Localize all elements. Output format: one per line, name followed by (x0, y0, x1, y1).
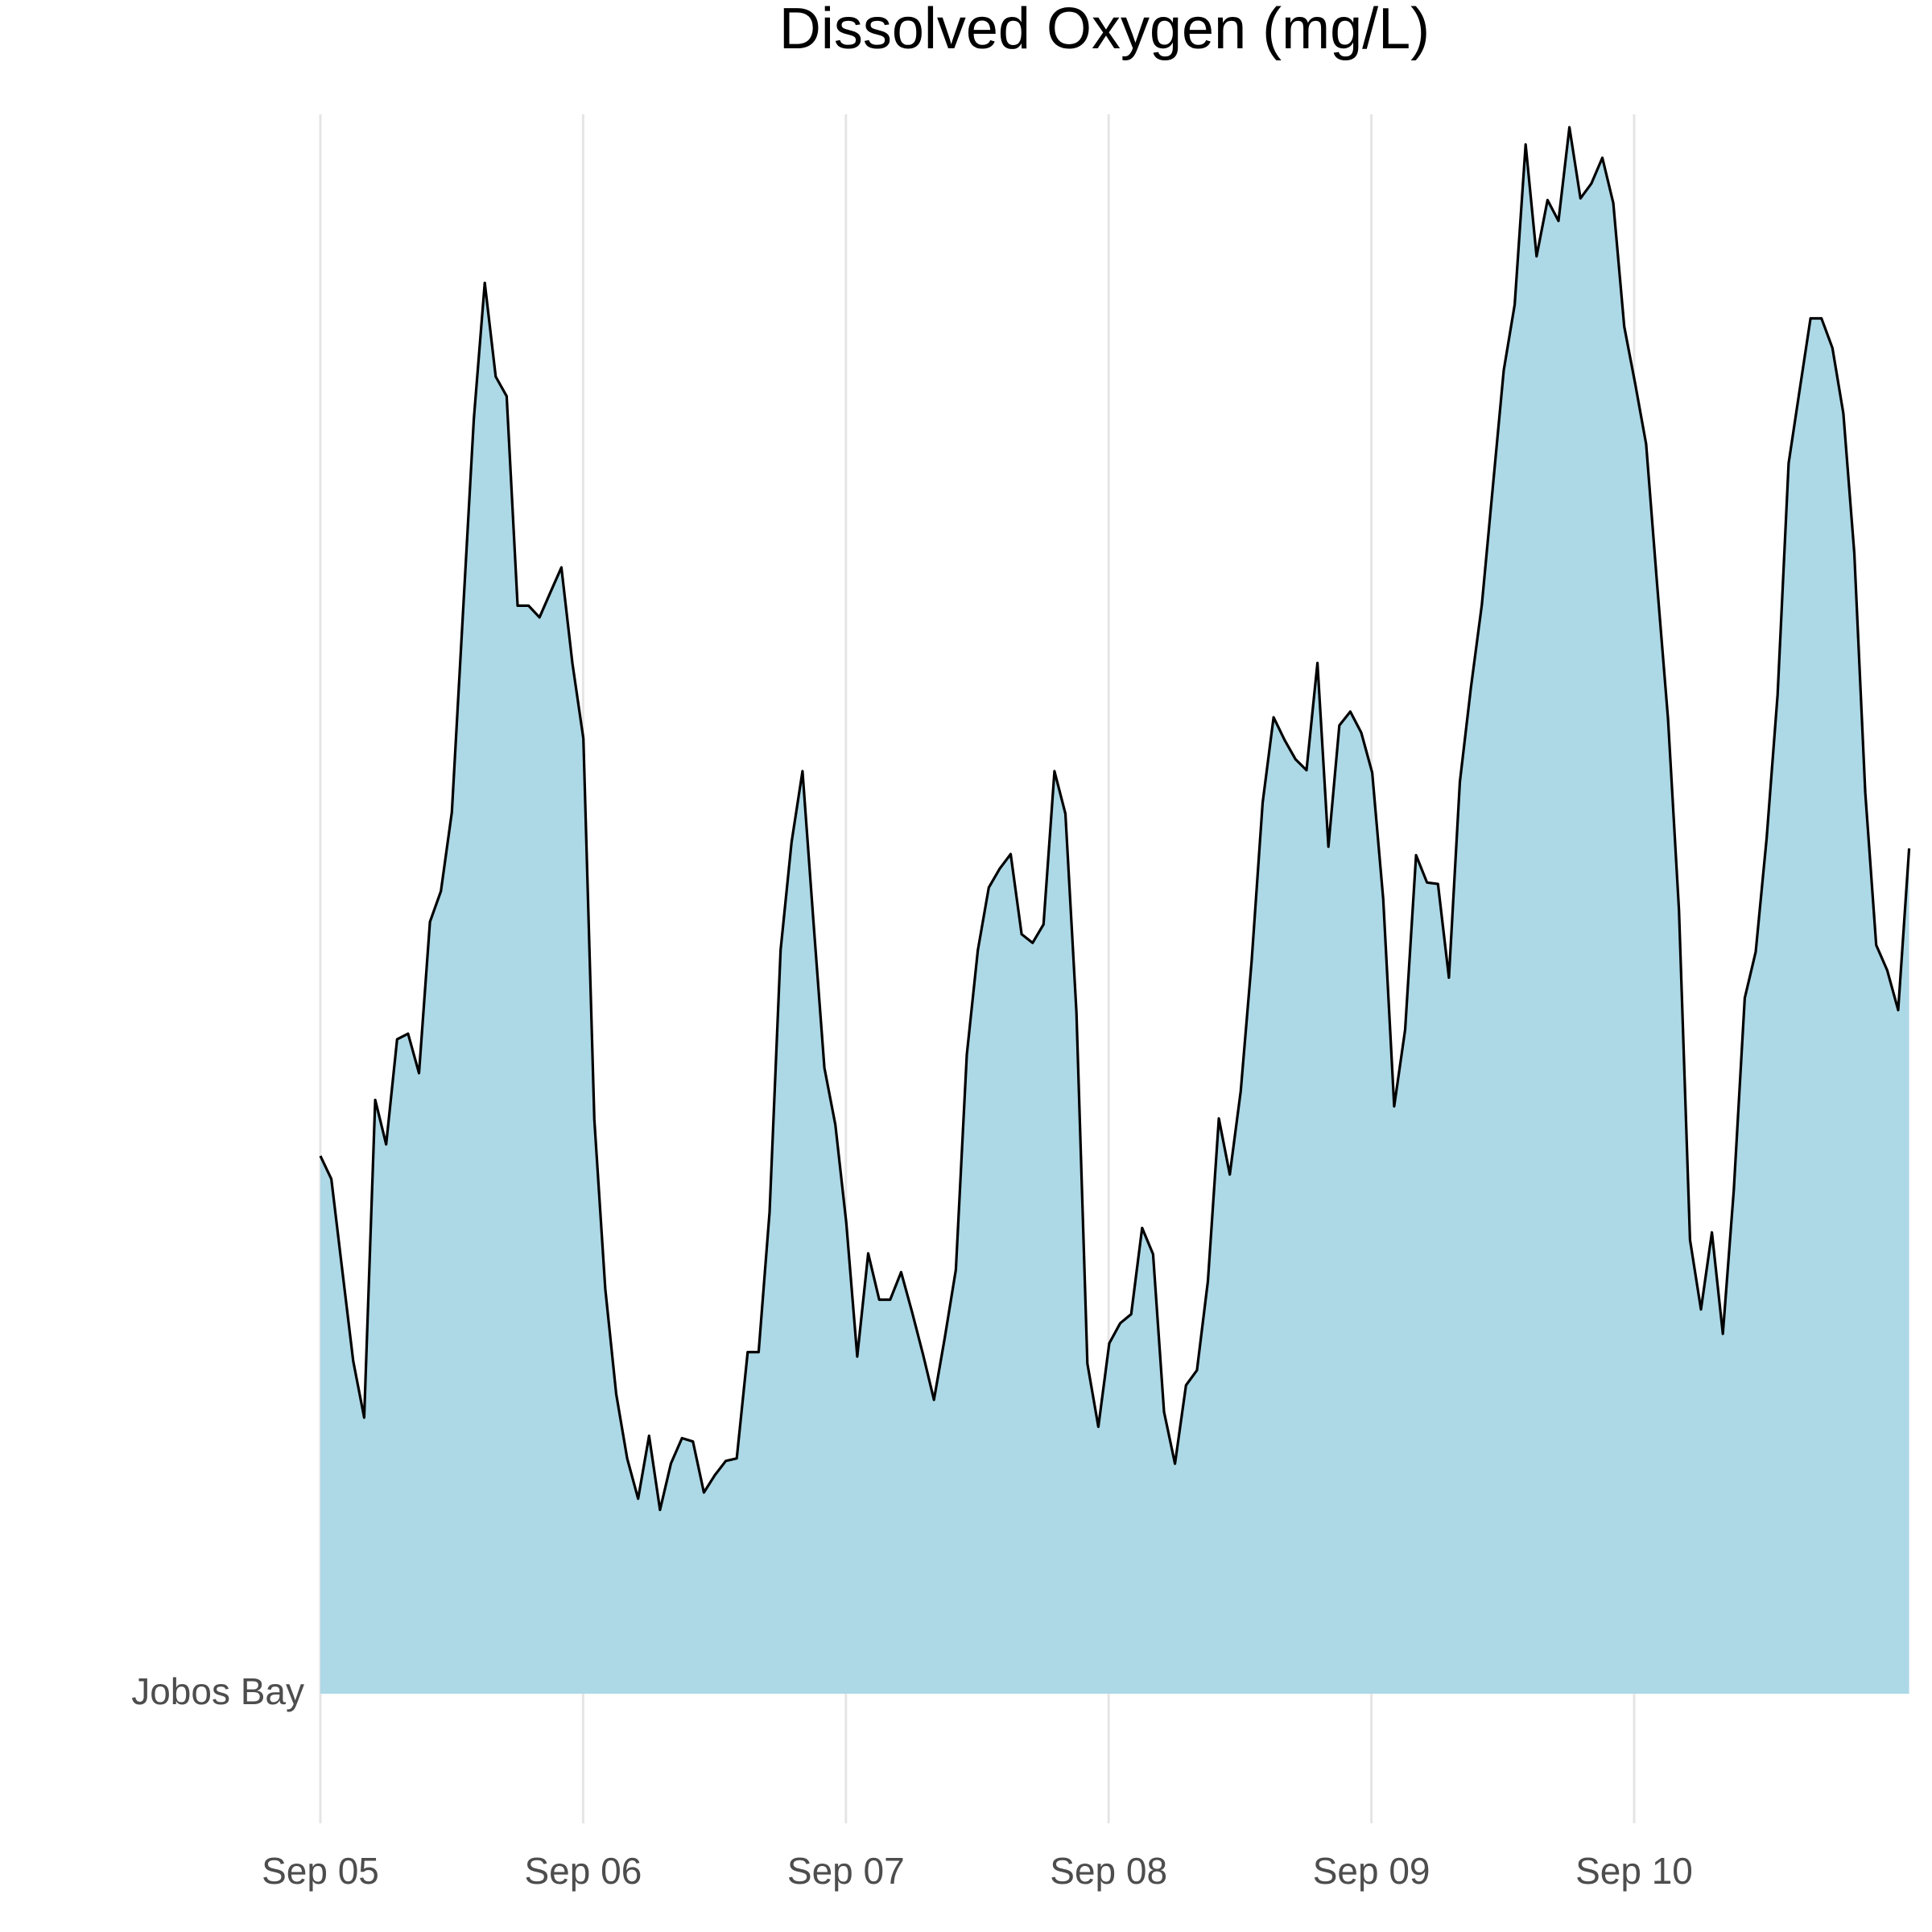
x-tick-label: Sep 07 (787, 1850, 905, 1892)
series-line (319, 126, 1911, 1512)
x-tick-label: Sep 08 (1050, 1850, 1167, 1892)
x-tick-label: Sep 09 (1313, 1850, 1430, 1892)
x-tick-label: Sep 10 (1575, 1850, 1693, 1892)
area-fill (320, 127, 1909, 1695)
x-tick-label: Sep 06 (525, 1850, 642, 1892)
y-tick-label: Jobos Bay (131, 1670, 304, 1712)
chart-title: Dissolved Oxygen (mg/L) (779, 0, 1430, 61)
x-axis-ticks: Sep 05 Sep 06 Sep 07 Sep 08 Sep 09 Sep 10 (262, 1850, 1693, 1892)
x-tick-label: Sep 05 (262, 1850, 379, 1892)
